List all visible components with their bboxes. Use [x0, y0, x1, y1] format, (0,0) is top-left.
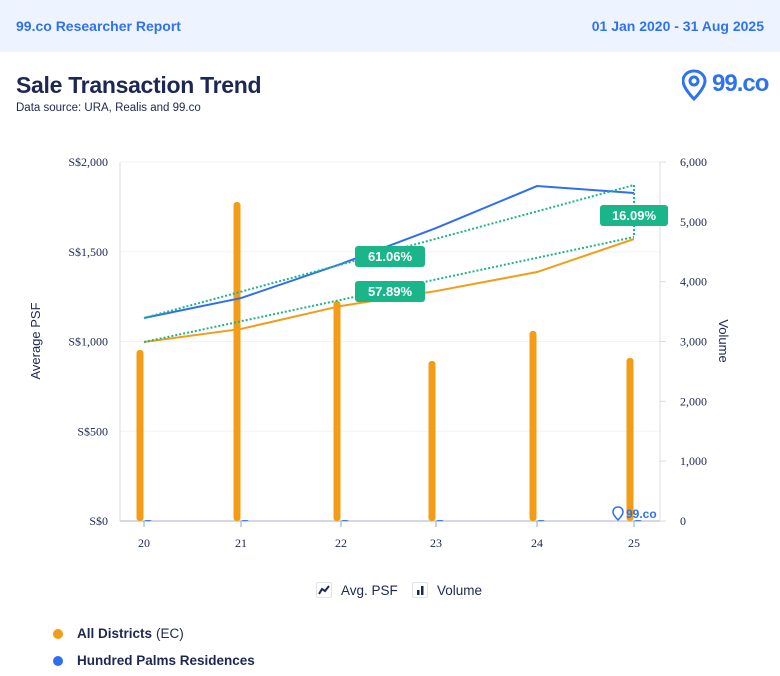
growth-badge: [355, 281, 425, 302]
chart: 61.06% 57.89% 16.09% S$0 S$500 S$1,000 S$1,50…: [28, 155, 731, 550]
y-right-tick-label: 0: [680, 514, 686, 528]
volume-bar: [436, 520, 444, 522]
grid-lines: [120, 161, 660, 522]
y-right-tick-label: 3,000: [680, 335, 707, 349]
logo-pin-icon: [682, 69, 707, 102]
volume-bar: [428, 361, 436, 521]
chart-watermark: 99.co: [612, 506, 657, 522]
data-source: Data source: URA, Realis and 99.co: [16, 102, 201, 114]
volume-bar: [537, 520, 545, 522]
metric-legend: Avg. PSF Volume: [0, 582, 780, 602]
growth-badge-label: 61.06%: [368, 249, 413, 264]
y-right-tick-label: 4,000: [680, 275, 707, 289]
volume-bar: [341, 520, 349, 522]
watermark-text: 99.co: [626, 507, 657, 521]
page-title: Sale Transaction Trend: [16, 72, 262, 98]
growth-badge: [355, 246, 425, 267]
growth-badge: [600, 205, 668, 226]
legend-avg-psf[interactable]: Avg. PSF: [316, 582, 398, 598]
y-right-tick-label: 1,000: [680, 454, 707, 468]
hundred-palms-dot-icon: [53, 655, 63, 666]
y-right-tick-label: 5,000: [680, 215, 707, 229]
volume-bar: [233, 202, 241, 521]
x-tick-label: 24: [531, 536, 543, 550]
axes: [119, 161, 666, 527]
growth-badge-label: 16.09%: [612, 208, 657, 223]
volume-bars: [136, 202, 642, 522]
tick-labels: S$0 S$500 S$1,000 S$1,500 S$2,000 0 1,000 2,000…: [28, 155, 731, 550]
x-tick-label: 25: [628, 536, 640, 550]
legend-hundred-palms-name: Hundred Palms Residences: [77, 653, 255, 668]
legend-all-districts[interactable]: All Districts (EC): [53, 620, 255, 647]
legend-avg-psf-label: Avg. PSF: [341, 582, 398, 598]
volume-bar: [136, 349, 144, 521]
series-legend: All Districts (EC) Hundred Palms Residen…: [53, 620, 255, 674]
y-right-tick-label: 6,000: [680, 155, 707, 169]
legend-volume-label: Volume: [437, 582, 483, 598]
legend-all-districts-suffix: (EC): [156, 626, 184, 641]
watermark-pin-icon: [612, 506, 624, 522]
bar-chart-icon: [412, 582, 428, 598]
logo-text: 99.co: [712, 70, 769, 97]
legend-all-districts-name: All Districts: [77, 626, 153, 641]
volume-bar: [333, 300, 341, 521]
y-left-tick-label: S$500: [77, 424, 108, 438]
report-header: 99.co Researcher Report 01 Jan 2020 - 31…: [0, 0, 780, 52]
y-left-tick-label: S$0: [89, 514, 108, 528]
volume-bar: [634, 520, 642, 522]
all-districts-dot-icon: [53, 628, 63, 639]
x-tick-label: 22: [335, 536, 347, 550]
x-tick-label: 23: [430, 536, 442, 550]
y-left-axis-label: Average PSF: [28, 302, 43, 379]
volume-bar: [626, 358, 634, 521]
y-left-tick-label: S$1,000: [68, 335, 108, 349]
growth-line: [143, 236, 635, 344]
volume-bar: [241, 520, 249, 522]
legend-hundred-palms[interactable]: Hundred Palms Residences: [53, 647, 255, 674]
x-tick-label: 21: [235, 536, 247, 550]
x-tick-label: 20: [138, 536, 150, 550]
growth-badge-label: 57.89%: [368, 284, 413, 299]
y-left-tick-label: S$2,000: [68, 155, 108, 169]
legend-volume[interactable]: Volume: [412, 582, 482, 598]
y-right-tick-label: 2,000: [680, 394, 707, 408]
y-left-tick-label: S$1,500: [68, 245, 108, 259]
y-right-axis-label: Volume: [716, 319, 731, 362]
line-chart-icon: [316, 582, 332, 598]
date-range: 01 Jan 2020 - 31 Aug 2025: [591, 18, 764, 34]
volume-bar: [144, 520, 152, 522]
volume-bar: [529, 331, 537, 521]
report-brand: 99.co Researcher Report: [16, 18, 181, 34]
growth-lines: 61.06% 57.89% 16.09%: [143, 184, 668, 344]
